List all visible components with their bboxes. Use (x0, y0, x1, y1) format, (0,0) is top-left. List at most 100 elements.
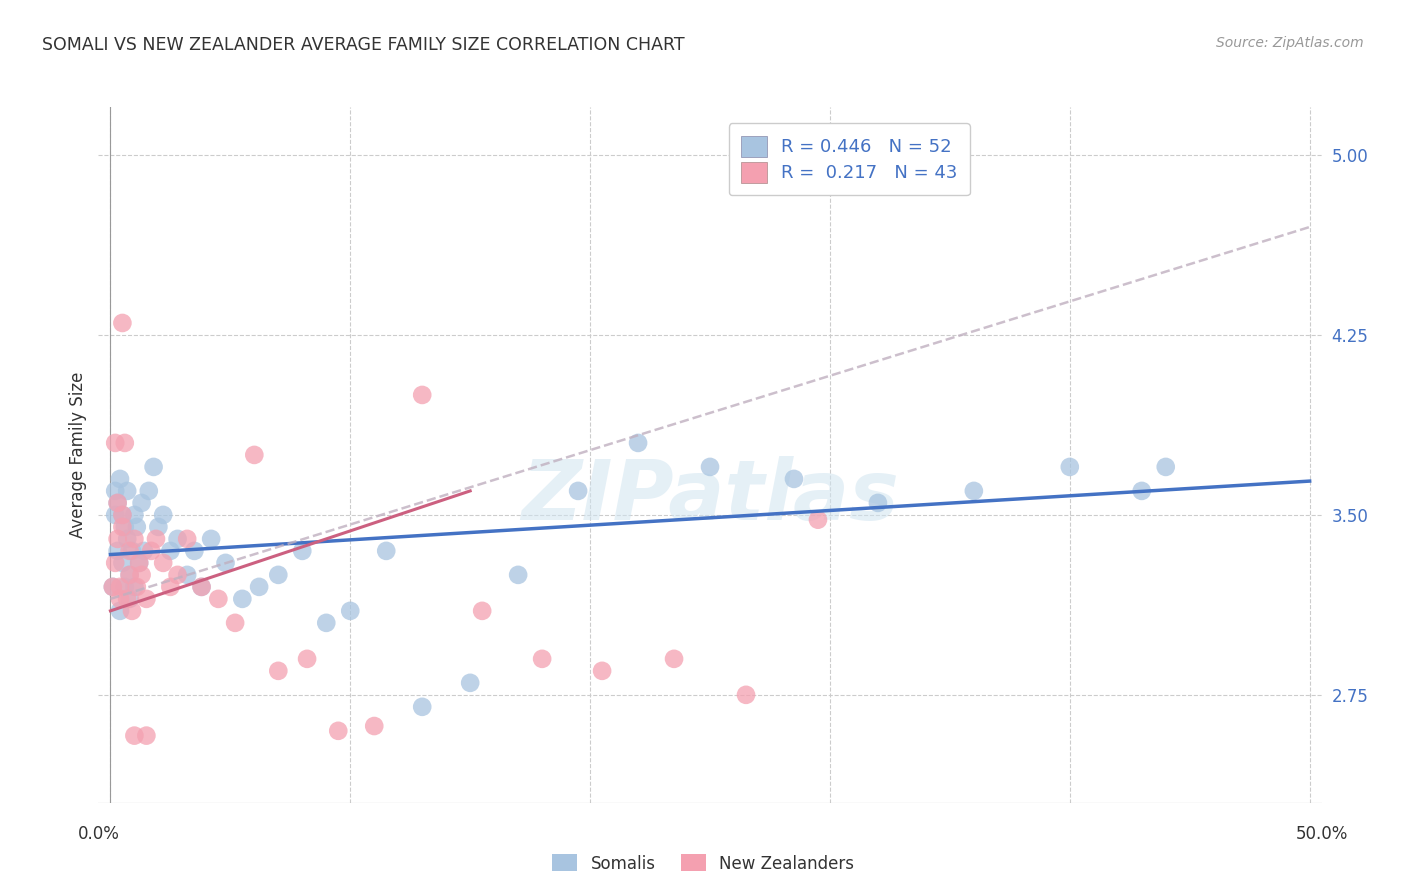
Point (138, 483, 160, 498)
Point (200, 532, 222, 546)
Point (108, 591, 131, 606)
Point (115, 483, 138, 498)
Point (363, 719, 385, 733)
Point (124, 532, 146, 546)
Point (152, 508, 174, 522)
Point (411, 388, 433, 402)
Point (131, 567, 153, 582)
Point (104, 483, 127, 498)
Point (107, 496, 129, 510)
Point (128, 556, 150, 570)
Point (315, 615, 337, 630)
Point (291, 544, 314, 558)
Point (159, 580, 181, 594)
Point (1130, 483, 1153, 498)
Point (115, 591, 138, 606)
Point (104, 508, 127, 522)
Point (807, 513, 830, 527)
Point (662, 652, 685, 666)
Point (591, 664, 613, 678)
Point (121, 604, 143, 618)
Point (328, 723, 350, 738)
Point (567, 483, 589, 498)
Point (231, 591, 253, 606)
Point (963, 483, 986, 498)
Point (152, 556, 174, 570)
Text: 50.0%: 50.0% (1295, 825, 1348, 843)
Point (128, 556, 150, 570)
Point (699, 459, 721, 474)
Point (135, 729, 157, 743)
Text: ZIPatlas: ZIPatlas (522, 456, 898, 537)
Point (166, 532, 188, 546)
Point (111, 508, 134, 522)
Point (375, 544, 398, 558)
Point (339, 604, 361, 618)
Point (508, 567, 530, 582)
Point (627, 436, 650, 450)
Point (531, 652, 554, 666)
Point (111, 508, 134, 522)
Point (141, 544, 163, 558)
Point (183, 544, 205, 558)
Text: SOMALI VS NEW ZEALANDER AVERAGE FAMILY SIZE CORRELATION CHART: SOMALI VS NEW ZEALANDER AVERAGE FAMILY S… (42, 36, 685, 54)
Point (111, 556, 134, 570)
Point (145, 532, 167, 546)
Point (125, 580, 148, 594)
Point (159, 544, 181, 558)
Point (114, 580, 136, 594)
Point (118, 567, 141, 582)
Point (115, 532, 138, 546)
Point (176, 567, 198, 582)
Text: Source: ZipAtlas.com: Source: ZipAtlas.com (1216, 36, 1364, 50)
Point (166, 567, 188, 582)
Point (124, 580, 146, 594)
Point (295, 652, 318, 666)
Point (125, 520, 148, 534)
Point (131, 496, 153, 510)
Point (243, 448, 266, 462)
Point (866, 496, 889, 510)
Point (224, 615, 246, 630)
Point (124, 729, 146, 743)
Legend: R = 0.446   N = 52, R =  0.217   N = 43: R = 0.446 N = 52, R = 0.217 N = 43 (728, 123, 970, 195)
Point (107, 496, 129, 510)
Point (108, 580, 131, 594)
Point (114, 520, 136, 534)
Point (471, 604, 494, 618)
Point (411, 699, 433, 714)
Point (108, 472, 131, 486)
Point (190, 580, 212, 594)
Text: 0.0%: 0.0% (77, 825, 120, 843)
Point (214, 556, 236, 570)
Point (108, 604, 131, 618)
Point (124, 508, 146, 522)
Point (142, 459, 165, 474)
Point (114, 436, 136, 450)
Point (107, 544, 129, 558)
Point (207, 591, 229, 606)
Point (735, 688, 758, 702)
Point (1154, 459, 1177, 474)
Point (135, 591, 157, 606)
Point (267, 664, 290, 678)
Point (111, 520, 134, 534)
Point (118, 591, 141, 606)
Point (118, 567, 141, 582)
Point (118, 544, 141, 558)
Point (176, 532, 198, 546)
Point (247, 580, 270, 594)
Y-axis label: Average Family Size: Average Family Size (69, 372, 87, 538)
Point (107, 532, 129, 546)
Point (1059, 459, 1081, 474)
Point (121, 544, 143, 558)
Point (190, 580, 212, 594)
Point (132, 544, 155, 558)
Point (148, 520, 170, 534)
Legend: Somalis, New Zealanders: Somalis, New Zealanders (546, 847, 860, 880)
Point (101, 580, 124, 594)
Point (104, 436, 127, 450)
Point (104, 556, 127, 570)
Point (101, 580, 124, 594)
Point (111, 316, 134, 330)
